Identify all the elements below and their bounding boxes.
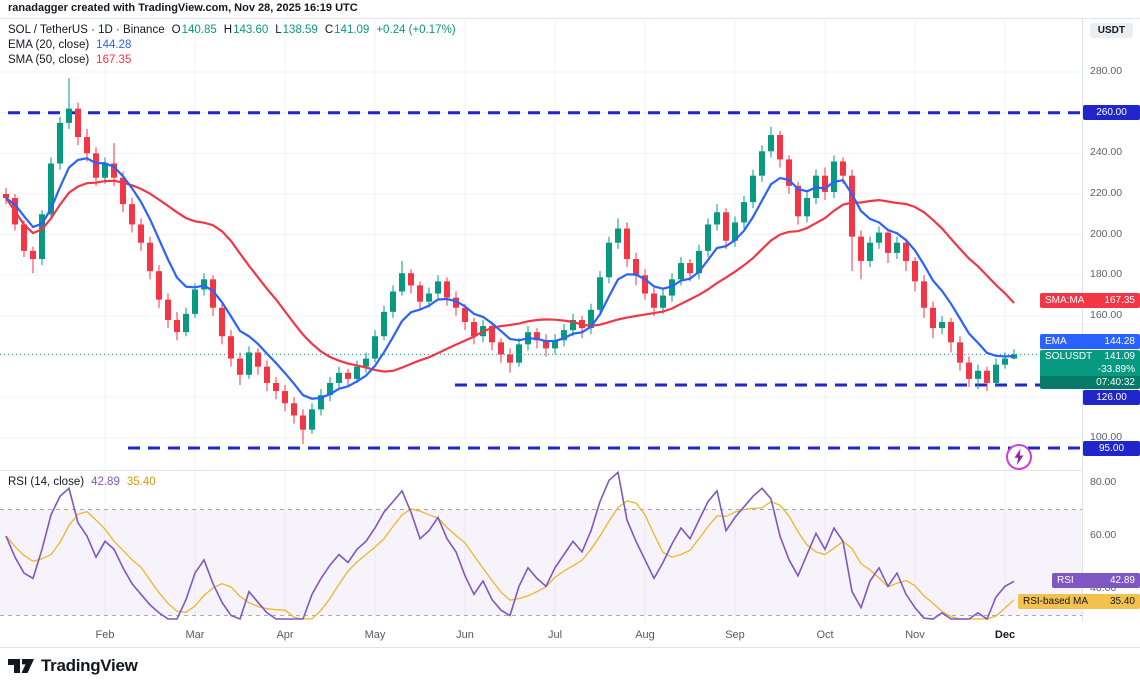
top-divider	[0, 18, 1140, 19]
rsi-label: RSI (14, close)	[8, 475, 85, 488]
sma-value: 167.35	[96, 53, 132, 66]
high-value: H 143.60	[223, 23, 269, 36]
month-label: Dec	[994, 629, 1016, 641]
sma-row: SMA (50, close) 167.35	[8, 52, 456, 67]
ema-line	[5, 157, 1015, 400]
rsi-chart[interactable]	[0, 470, 1082, 622]
rsi-tick: 40.00	[1090, 582, 1117, 594]
rsi-ma-value: 35.40	[126, 475, 156, 488]
time-axis[interactable]: Feb Mar Apr May Jun Jul Aug Sep Oct Nov Dec	[0, 622, 1140, 648]
currency-badge: USDT	[1089, 23, 1133, 38]
month-label: May	[364, 629, 386, 641]
price-tick: 220.00	[1090, 186, 1123, 199]
rsi-tick: 60.00	[1090, 529, 1117, 541]
brand-footer[interactable]: TradingView	[8, 656, 138, 676]
rsi-tick: 80.00	[1090, 476, 1117, 488]
price-axis[interactable]: USDT 280.00 240.00 220.00 200.00 180.00 160.0…	[1082, 18, 1140, 622]
change-value: +0.24 (+0.17%)	[376, 23, 456, 36]
boost-icon[interactable]	[1006, 444, 1032, 470]
price-tick: 240.00	[1090, 146, 1123, 159]
symbol-title: SOL / TetherUS · 1D · Binance	[8, 23, 165, 36]
open-value: O 140.85	[171, 23, 217, 36]
price-tick: 200.00	[1090, 227, 1123, 240]
price-tick: 180.00	[1090, 268, 1123, 281]
month-label: Feb	[95, 629, 115, 641]
ema-label: EMA (20, close)	[8, 38, 90, 51]
ema-value: 144.28	[96, 38, 132, 51]
month-label: Apr	[276, 629, 294, 641]
sma-label: SMA (50, close)	[8, 53, 90, 66]
price-tick: 280.00	[1090, 65, 1123, 78]
rsi-ma-line	[5, 500, 1015, 620]
price-tick: 160.00	[1090, 308, 1123, 321]
sma-line	[5, 179, 1015, 373]
month-label: Sep	[725, 629, 745, 641]
brand-name: TradingView	[41, 656, 138, 675]
rsi-legend: RSI (14, close) 42.89 35.40	[8, 474, 156, 489]
lightning-bolt-icon	[1014, 448, 1024, 466]
month-label: Mar	[185, 629, 205, 641]
candles-group	[3, 78, 1017, 444]
month-label: Jul	[547, 629, 563, 641]
month-label: Oct	[816, 629, 834, 641]
tradingview-logo-icon	[8, 659, 34, 673]
rsi-line	[5, 470, 1015, 621]
panel-divider	[0, 470, 1082, 471]
low-value: L 138.59	[275, 23, 318, 36]
ema-row: EMA (20, close) 144.28	[8, 37, 456, 52]
price-tick: 100.00	[1090, 430, 1123, 443]
month-label: Jun	[456, 629, 474, 641]
month-label: Nov	[905, 629, 925, 641]
rsi-value: 42.89	[91, 475, 120, 488]
attribution-text: ranadagger created with TradingView.com,…	[8, 2, 358, 14]
month-label: Aug	[635, 629, 655, 641]
close-value: C 141.09	[324, 23, 370, 36]
price-chart[interactable]	[0, 18, 1082, 470]
